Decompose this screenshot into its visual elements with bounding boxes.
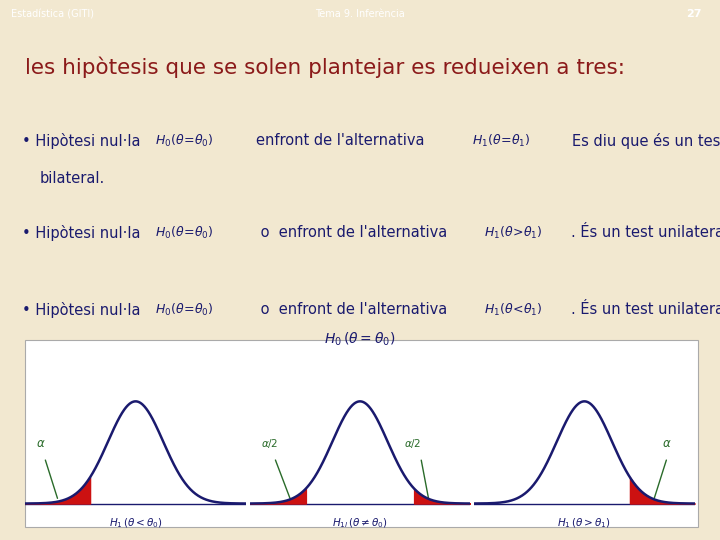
Text: . És un test unilateral.: . És un test unilateral. [571, 302, 720, 317]
Text: o  enfront de l'alternativa: o enfront de l'alternativa [256, 225, 447, 240]
Text: Tema 9. Inferència: Tema 9. Inferència [315, 9, 405, 19]
Text: $\alpha/2$: $\alpha/2$ [261, 437, 278, 450]
Text: Es diu que és un test: Es diu que és un test [572, 133, 720, 149]
Text: Estadística (GITI): Estadística (GITI) [11, 9, 94, 19]
Text: enfront de l'alternativa: enfront de l'alternativa [256, 133, 424, 148]
Text: $H_0(\theta\!=\!\theta_0)$: $H_0(\theta\!=\!\theta_0)$ [155, 302, 213, 318]
Text: $H_1\,(\theta > \theta_1)$: $H_1\,(\theta > \theta_1)$ [557, 516, 611, 530]
Text: • Hipòtesi nul·la: • Hipòtesi nul·la [22, 225, 140, 241]
Text: $H_0\,(\theta = \theta_0)$: $H_0\,(\theta = \theta_0)$ [324, 330, 396, 348]
Text: $H_1(\theta\!>\!\theta_1)$: $H_1(\theta\!>\!\theta_1)$ [484, 225, 542, 241]
Text: . És un test unilateral.: . És un test unilateral. [571, 225, 720, 240]
Text: $H_0(\theta\!=\!\theta_0)$: $H_0(\theta\!=\!\theta_0)$ [155, 133, 213, 149]
Text: bilateral.: bilateral. [40, 171, 105, 186]
Text: $H_1(\theta\!=\!\theta_1)$: $H_1(\theta\!=\!\theta_1)$ [472, 133, 531, 149]
Text: $\alpha$: $\alpha$ [662, 437, 671, 450]
Text: • Hipòtesi nul·la: • Hipòtesi nul·la [22, 133, 140, 149]
Text: $H_1\,(\theta < \theta_0)$: $H_1\,(\theta < \theta_0)$ [109, 516, 163, 530]
Text: $H_0(\theta\!=\!\theta_0)$: $H_0(\theta\!=\!\theta_0)$ [155, 225, 213, 241]
FancyBboxPatch shape [25, 340, 698, 527]
Text: $H_1(\theta\!<\!\theta_1)$: $H_1(\theta\!<\!\theta_1)$ [484, 302, 542, 318]
Text: $\alpha$: $\alpha$ [36, 437, 46, 450]
Text: $H_{1l}\,(\theta \neq \theta_0)$: $H_{1l}\,(\theta \neq \theta_0)$ [332, 516, 388, 530]
Text: • Hipòtesi nul·la: • Hipòtesi nul·la [22, 302, 140, 318]
Text: 27: 27 [686, 9, 702, 19]
Text: o  enfront de l'alternativa: o enfront de l'alternativa [256, 302, 447, 317]
Text: $\alpha/2$: $\alpha/2$ [404, 437, 422, 450]
Text: les hipòtesis que se solen plantejar es redueixen a tres:: les hipòtesis que se solen plantejar es … [25, 56, 625, 78]
